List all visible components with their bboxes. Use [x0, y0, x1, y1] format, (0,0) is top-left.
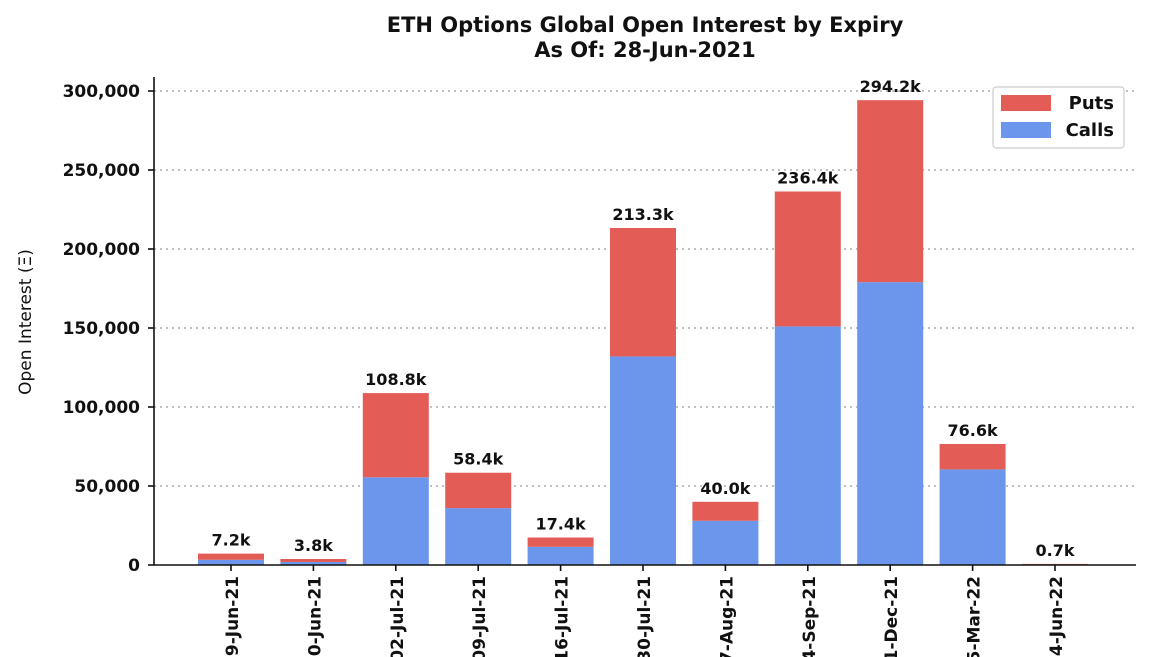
- x-tick-label: 7-Aug-21: [717, 576, 737, 657]
- y-tick-label: 150,000: [63, 319, 141, 339]
- x-tick-label: 9-Jun-21: [223, 576, 243, 656]
- bar-puts: [198, 553, 264, 560]
- bar-puts: [527, 537, 594, 547]
- y-tick-label: 250,000: [63, 161, 141, 181]
- y-tick-label: 0: [128, 556, 140, 576]
- bar-puts: [445, 472, 512, 509]
- x-tick-label: 5-Mar-22: [965, 576, 985, 657]
- bar-calls: [445, 508, 512, 565]
- bar-calls: [610, 356, 676, 565]
- total-label: 40.0k: [700, 479, 750, 498]
- bar-calls: [362, 477, 429, 565]
- bar-calls: [939, 469, 1006, 565]
- x-tick-label: 09-Jul-21: [470, 576, 490, 657]
- bars: [198, 100, 1088, 565]
- chart-subtitle: As Of: 28-Jun-2021: [534, 38, 756, 62]
- x-tick-label: 02-Jul-21: [388, 576, 408, 657]
- bar-puts: [774, 191, 841, 327]
- total-label: 294.2k: [860, 77, 922, 96]
- total-label: 58.4k: [453, 450, 503, 469]
- legend-swatch: [1001, 95, 1051, 111]
- y-tick-label: 200,000: [63, 240, 141, 260]
- total-label: 213.3k: [612, 205, 674, 224]
- x-tick-label: 16-Jul-21: [553, 576, 573, 657]
- x-tick-label: 30-Jul-21: [635, 576, 655, 657]
- bar-puts: [610, 227, 676, 357]
- legend: Puts Calls: [992, 86, 1125, 149]
- legend-label: Puts: [1069, 93, 1114, 114]
- bar-calls: [774, 326, 841, 565]
- x-tick-label: 0-Jun-21: [305, 576, 325, 656]
- bar-puts: [280, 558, 347, 562]
- y-tick-label: 100,000: [63, 398, 141, 418]
- bar-puts: [692, 501, 759, 521]
- bar-calls: [857, 282, 924, 565]
- total-label: 108.8k: [365, 370, 427, 389]
- grid-lines: [154, 90, 1136, 487]
- y-tick-label: 300,000: [63, 82, 141, 102]
- total-label: 76.6k: [948, 421, 998, 440]
- bar-calls: [692, 520, 759, 565]
- x-tick-label: 4-Jun-22: [1047, 576, 1067, 656]
- data-labels: 7.2k 3.8k 108.8k 58.4k 17.4k 213.3k 40.0k 236.4…: [212, 77, 1075, 560]
- total-label: 3.8k: [294, 536, 333, 555]
- total-label: 7.2k: [212, 531, 251, 550]
- chart-title: ETH Options Global Open Interest by Expi…: [387, 13, 904, 37]
- legend-swatch: [1001, 122, 1051, 138]
- bar-puts: [857, 100, 924, 283]
- bar-puts: [362, 393, 429, 478]
- bar-calls: [280, 561, 347, 565]
- y-tick-labels: 0 50,000 100,000 150,000 200,000 250,000 300,0…: [63, 82, 154, 576]
- y-axis-label: Open Interest (Ξ): [16, 249, 36, 395]
- x-tick-label: 1-Dec-21: [882, 576, 902, 657]
- legend-label: Calls: [1066, 120, 1114, 141]
- bar-calls: [198, 559, 264, 565]
- y-tick-label: 50,000: [74, 477, 140, 497]
- total-label: 236.4k: [777, 168, 839, 187]
- total-label: 0.7k: [1036, 541, 1075, 560]
- x-tick-label: 4-Sep-21: [800, 576, 820, 657]
- total-label: 17.4k: [536, 515, 586, 534]
- bar-calls: [527, 546, 594, 565]
- bar-puts: [939, 443, 1006, 470]
- x-tick-labels: 9-Jun-21 0-Jun-21 02-Jul-21 09-Jul-21 16-Jul…: [223, 565, 1067, 657]
